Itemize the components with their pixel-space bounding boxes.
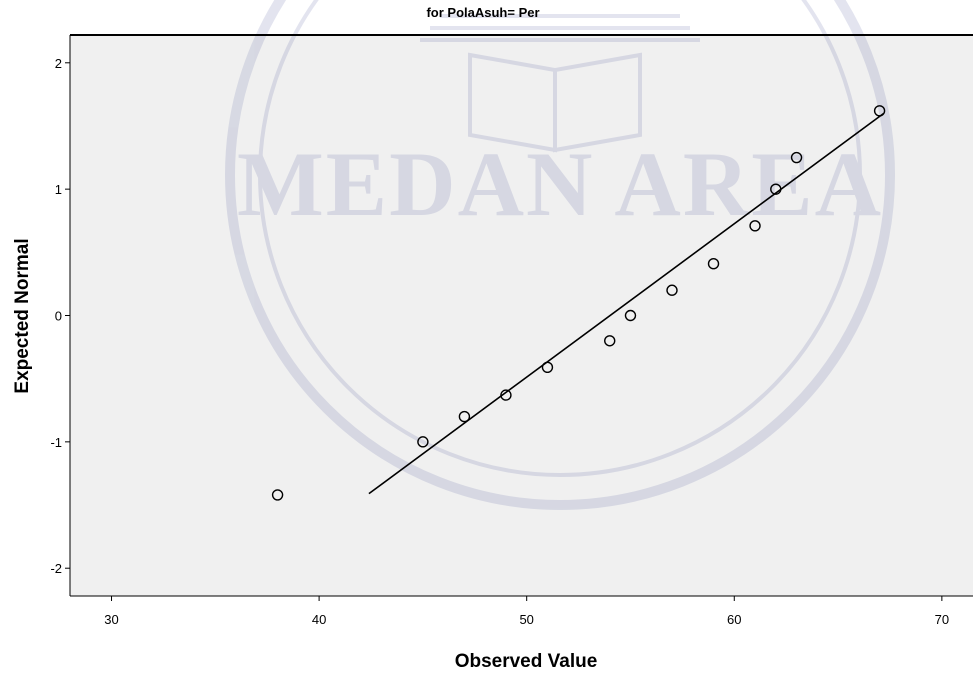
x-tick-label: 30 xyxy=(104,612,118,627)
data-point xyxy=(873,105,886,117)
x-tick-label: 40 xyxy=(312,612,326,627)
seal-outer-ring xyxy=(225,0,895,510)
plot-area xyxy=(70,35,973,596)
data-point xyxy=(604,335,616,347)
x-tick-label: 50 xyxy=(519,612,533,627)
y-tick-label: -2 xyxy=(50,561,62,576)
y-tick-label: 2 xyxy=(55,56,62,71)
data-point xyxy=(417,436,429,448)
data-point xyxy=(500,389,512,401)
reference-line-group xyxy=(368,112,885,495)
y-axis-title: Expected Normal xyxy=(12,238,33,393)
y-axis-ticks: 2 1 0 -1 -2 xyxy=(50,56,70,576)
data-point xyxy=(770,183,782,195)
y-tick-label: -1 xyxy=(50,435,62,450)
chart-title: for PolaAsuh= Per xyxy=(426,5,539,20)
reference-line xyxy=(368,112,885,495)
data-point xyxy=(541,361,554,374)
book-icon xyxy=(420,14,700,153)
y-tick-label: 1 xyxy=(55,182,62,197)
data-point xyxy=(666,284,678,296)
watermark-text: MEDAN AREA xyxy=(237,133,883,235)
data-point xyxy=(458,410,471,423)
y-tick-label: 0 xyxy=(55,309,62,324)
x-tick-label: 70 xyxy=(935,612,949,627)
data-point xyxy=(749,220,761,232)
data-point xyxy=(624,309,637,322)
seal-inner-ring xyxy=(258,0,862,477)
x-axis-title: Observed Value xyxy=(455,651,598,672)
data-point xyxy=(790,151,803,164)
data-points xyxy=(271,105,886,501)
data-point xyxy=(271,489,284,501)
x-axis-ticks: 30 40 50 60 70 xyxy=(104,596,949,627)
x-tick-label: 60 xyxy=(727,612,741,627)
data-point xyxy=(707,257,720,270)
